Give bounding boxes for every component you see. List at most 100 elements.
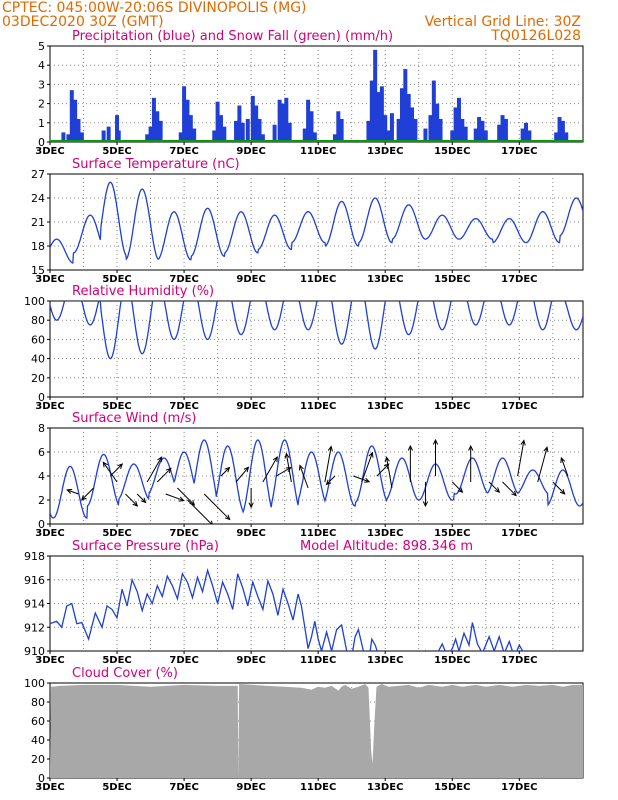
pres-ytick-label: 914 [24,598,45,611]
panel-precip: 0 1 2 3 4 5 3DEC 5DEC 7DEC 9DEC 11DEC 13DEC 15DEC 17D… [35,29,584,157]
wind-vector [156,467,172,483]
rh-line [50,301,583,360]
header-station: CPTEC: 045:00W-20:06S DIVINOPOLIS (MG) [2,0,307,16]
precip-bar [260,134,265,142]
precip-bar [456,97,461,142]
cloud-ytick-label: 100 [24,677,45,690]
temp-ytick-label: 21 [31,216,45,229]
wind-vector-head [66,488,73,494]
precip-bar [503,118,508,142]
precip-bar [309,111,314,142]
precip-ytick-label: 4 [38,59,45,72]
precip-bar [69,90,74,142]
precip-bar [554,132,559,142]
wind-vector-head [383,463,390,470]
temp-xtick-label: 9DEC [236,274,265,285]
precip-bar [423,128,428,142]
pres-line [50,567,524,651]
wind-vector-shaft [125,493,138,507]
wind-ytick-label: 6 [38,446,45,459]
precip-bar [116,130,121,142]
precip-bar [383,115,388,142]
precip-bar [257,118,262,142]
wind-vector-head [327,445,333,452]
temp-ytick-label: 27 [31,168,45,181]
temp-ytick-label: 24 [31,192,45,205]
wind-vector-head [80,494,87,501]
wind-xtick-label: 11DEC [300,528,336,539]
wind-vector [324,445,333,483]
precip-bar [366,120,371,142]
wind-vector-head [102,461,108,468]
cloud-ytick-label: 20 [31,753,45,766]
wind-vector-shaft [146,456,163,483]
wind-vector-head [432,438,439,445]
precip-bar [73,99,78,142]
precip-xtick-label: 5DEC [102,146,131,157]
wind-vector-head [178,496,185,502]
wind-vector-head [272,456,278,463]
wind-vector [502,481,517,497]
precip-bar [473,128,478,142]
precip-bar [280,103,285,142]
precip-bar [413,118,418,142]
precip-bar [234,120,239,142]
precip-bar [500,115,505,142]
wind-vector-shaft [299,465,309,489]
wind-vector-shaft [187,499,213,524]
rh-ytick-label: 100 [24,295,45,308]
precip-bar [145,134,150,142]
precip-ytick-label: 1 [38,117,45,130]
precip-xtick-label: 9DEC [236,146,265,157]
pres-ytick-label: 912 [24,621,45,634]
cloud-xtick-label: 9DEC [236,782,265,793]
temp-xtick-label: 5DEC [102,274,131,285]
pres-ytick-label: 910 [24,645,45,658]
wind-vector-head [407,444,413,451]
precip-bar [158,120,163,142]
precip-bar [480,120,485,142]
wind-vector [262,456,278,483]
pres-xtick-label: 3DEC [35,655,64,666]
precip-bar [520,128,525,142]
precip-bar [182,86,187,142]
precip-bar [435,103,440,142]
precip-ytick-label: 5 [38,40,45,53]
rh-xtick-label: 3DEC [35,401,64,412]
precip-bar [192,128,197,142]
precip-bar [188,115,193,142]
wind-xtick-label: 3DEC [35,528,64,539]
precip-bar [151,97,156,142]
wind-vector-head [457,487,464,493]
wind-vector-head [560,456,566,463]
rh-plot [50,301,583,360]
wind-xtick-label: 15DEC [434,528,470,539]
precip-ytick-label: 2 [38,98,45,111]
pres-xtick-label: 17DEC [501,655,537,666]
wind-vector [560,456,569,477]
rh-title: Relative Humidity (%) [72,284,214,299]
wind-vector-shaft [220,467,230,477]
cloud-xtick-label: 5DEC [102,782,131,793]
panel-pres: 910 912 914 916 918 3DEC 5DEC 7DEC 9DEC 11DEC 13DE… [24,539,584,666]
precip-ytick-label: 3 [38,78,45,91]
wind-plot [50,438,583,524]
precip-bar [431,80,436,142]
precip-bar [106,126,111,142]
wind-vector [488,481,501,493]
precip-bar [155,111,160,142]
precip-bar [460,118,465,142]
precip-bar [79,132,84,142]
wind-vector-head [511,490,517,497]
panel-cloud: 0 20 40 60 80 100 3DEC 5DEC 7DEC 9DEC 11DEC 13DEC 15… [24,666,584,793]
wind-vector-head [325,479,332,486]
precip-bar [240,122,245,142]
wind-ytick-label: 4 [38,470,45,483]
wind-vector-head [284,452,290,459]
wind-vector-head [368,451,374,458]
wind-vector-shaft [276,467,292,477]
wind-vector-head [248,502,254,509]
wind-vector [177,487,196,506]
pres-ytick-label: 918 [24,550,45,563]
